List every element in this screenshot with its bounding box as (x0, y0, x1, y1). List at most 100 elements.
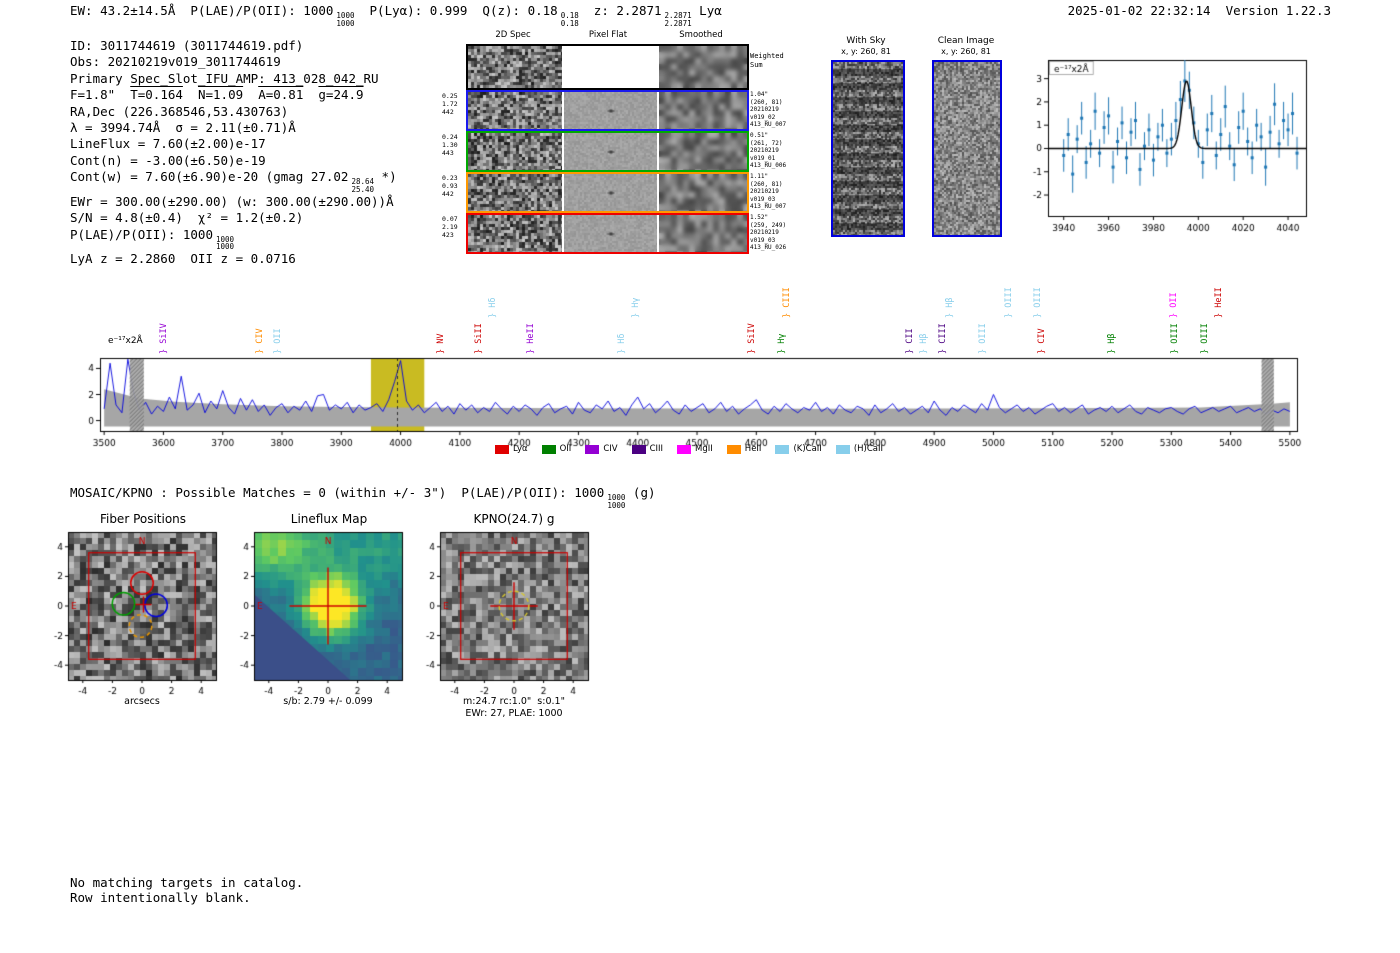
fiber-id-labels: 1.11" (260, 81) 20210219 v019_03 413_RU_007 (750, 173, 787, 211)
info-line: LineFlux = 7.60(±2.00)e-17 (70, 136, 266, 152)
emission-line-label: } Hδ (617, 333, 628, 354)
clean-image-title: Clean Image (937, 36, 995, 46)
cutout-image (468, 46, 562, 88)
info-line: ID: 3011744619 (3011744619.pdf) (70, 38, 304, 53)
emission-line-label: } Hγ (631, 297, 642, 318)
info-line: EWr = 300.00(±290.00) (w: 300.00(±290.00… (70, 193, 394, 209)
emission-line-label: } CIII (937, 323, 948, 354)
info-line: S/N = 4.8(±0.4) χ² = 1.2(±0.2) (70, 210, 304, 226)
weighted-sum-row (466, 44, 749, 90)
cutout-image (468, 133, 562, 170)
legend-label: CIV (603, 444, 618, 454)
stacked-range: 28.64 25.40 (351, 177, 375, 195)
fiber-cutout-row (466, 213, 749, 254)
with-sky-image (831, 60, 905, 237)
info-line: P(LAE)/P(OII): 1000 1000 1000 (70, 226, 235, 252)
stacked-range: 1000 1000 (216, 234, 235, 252)
emission-line-label: } OIII (1200, 323, 1211, 354)
lineflux-map (224, 526, 420, 698)
cutout-col-title-smoothed: Smoothed (679, 30, 723, 40)
clean-image (932, 60, 1002, 237)
kpno-title: KPNO(24.7) g (473, 512, 555, 526)
emission-line-label: } Hδ (487, 297, 498, 318)
fiber-cutout-row (466, 131, 749, 172)
kpno-image-map (410, 526, 606, 698)
kpno-caption-1: m:24.7 rc:1.0" s:0.1" (463, 696, 565, 707)
emission-line-label: } SiIV (159, 323, 170, 354)
legend-label: (K)CaII (793, 444, 822, 454)
legend-swatch (775, 444, 790, 454)
footer-line-1: No matching targets in catalog. (70, 875, 304, 890)
legend-item: CIV (585, 444, 618, 454)
plae-poii-label: P(LAE)/P(OII): 1000 (190, 3, 334, 18)
fiber-positions-map (38, 526, 234, 698)
legend-label: CIII (649, 444, 664, 454)
emission-line-label: } Hβ (944, 297, 955, 318)
spectrum-ylabel: e⁻¹⁷x2Å (108, 336, 143, 346)
legend-swatch (726, 444, 741, 454)
line-type: Lyα (691, 3, 722, 18)
fiber-id-labels: 1.52" (259, 249) 20210219 v019_03 413_RU_026 (750, 214, 787, 252)
legend-swatch (677, 444, 692, 454)
emission-line-label: } OII (273, 328, 284, 354)
ew-value: EW: 43.2±14.5Å (70, 3, 191, 18)
legend-label: (H)CaII (853, 444, 883, 454)
legend-swatch (495, 444, 509, 454)
fiber-id-labels: 0.51" (261, 72) 20210219 v019_01 413_RU_006 (750, 132, 787, 170)
info-block: ID: 3011744619 (3011744619.pdf) Obs: 2021… (70, 38, 397, 268)
emission-line-label: } SiII (474, 323, 485, 354)
timestamp-version: 2025-01-02 22:32:14 Version 1.22.3 (1068, 3, 1331, 18)
emission-line-label: } HeII (526, 323, 537, 354)
emission-line-label: } OIII (1169, 323, 1180, 354)
emission-line-label: } Hβ (919, 333, 930, 354)
cutout-col-title-pixelflat: Pixel Flat (588, 30, 628, 40)
emission-line-label: } Hγ (776, 333, 787, 354)
cutout-image (659, 215, 747, 252)
legend-swatch (585, 444, 600, 454)
info-line: Cont(w) = 7.60(±6.90)e-20 (gmag 27.02 28.… (70, 169, 397, 195)
legend-label: HeII (744, 444, 762, 454)
legend-item: (K)CaII (775, 444, 822, 454)
mosaic-match-line: MOSAIC/KPNO : Possible Matches = 0 (with… (70, 485, 656, 510)
z-range: 2.2871 2.2871 (664, 11, 692, 28)
legend-swatch (835, 444, 850, 454)
mosaic-plae-range: 1000 1000 (607, 493, 626, 510)
cutout-image (564, 92, 657, 129)
legend-item: Lyα (495, 444, 528, 454)
empty-cell (564, 46, 657, 88)
legend-label: OII (559, 444, 572, 454)
with-sky-title: With Sky (846, 36, 886, 46)
qz-range: 0.18 0.18 (560, 11, 579, 28)
kpno-caption-2: EWr: 27, PLAE: 1000 (465, 708, 563, 719)
footer-line-2: Row intentionally blank. (70, 890, 251, 905)
emission-line-label: } OIII (1032, 287, 1043, 318)
emission-line-label: } OII (1169, 292, 1180, 318)
cutout-image (564, 133, 657, 170)
qz-value: Q(z): 0.18 (482, 3, 558, 18)
cutout-image (564, 215, 657, 252)
emission-line-label: } CIV (255, 328, 266, 354)
weighted-sum-label: Weighted Sum (750, 52, 784, 69)
clean-image-coords: x, y: 260, 81 (941, 47, 991, 56)
fiber-xlabel: arcsecs (124, 696, 160, 707)
info-line: Cont(n) = -3.00(±6.50)e-19 (70, 152, 266, 168)
plae-poii-range: 1000 1000 (336, 11, 355, 28)
legend-item: (H)CaII (835, 444, 883, 454)
emission-line-label: } CIV (1036, 328, 1047, 354)
fiber-weight-labels: 0.24 1.30 443 (442, 133, 458, 157)
legend-label: Lyα (513, 444, 528, 454)
emission-line-label: } CII (904, 328, 915, 354)
fiber-weight-labels: 0.23 0.93 442 (442, 174, 458, 198)
info-line: LyA z = 2.2860 OII z = 0.0716 (70, 251, 296, 267)
fiber-positions-title: Fiber Positions (99, 512, 187, 526)
legend-swatch (631, 444, 646, 454)
cutout-image (659, 92, 747, 129)
with-sky-coords: x, y: 260, 81 (841, 47, 891, 56)
lineflux-caption: s/b: 2.79 +/- 0.099 (283, 696, 373, 707)
header-summary-line: EW: 43.2±14.5Å P(LAE)/P(OII): 1000 1000 10… (70, 3, 722, 28)
legend-item: OII (541, 444, 572, 454)
z-value: z: 2.2871 (578, 3, 662, 18)
full-spectrum-plot (64, 352, 1314, 454)
fiber-cutout-row (466, 90, 749, 131)
legend-item: CIII (631, 444, 664, 454)
